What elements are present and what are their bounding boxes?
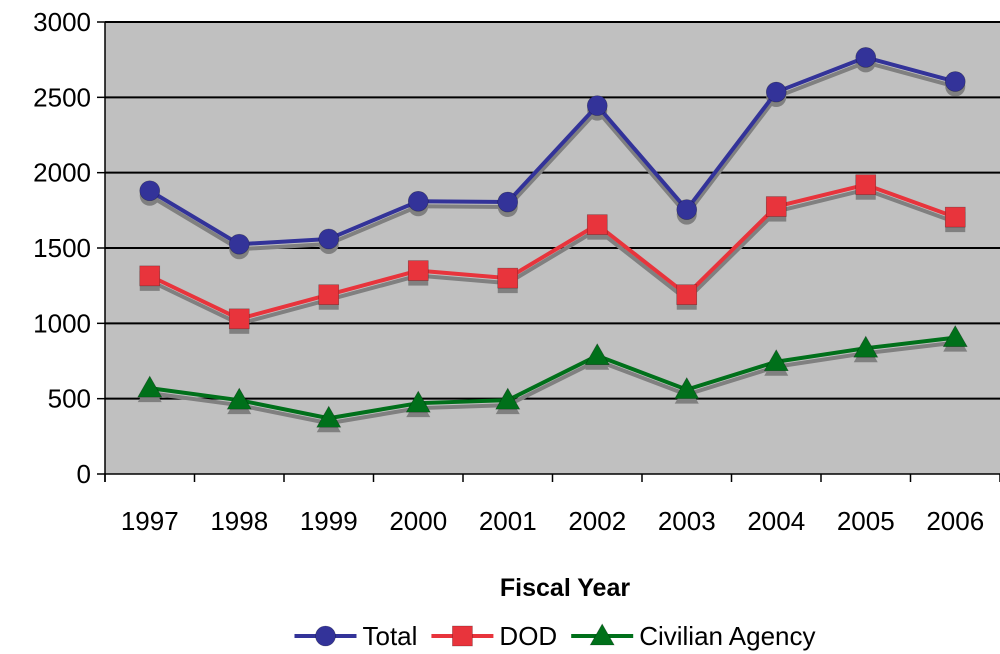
data-point bbox=[228, 308, 250, 330]
y-tick-label: 1000 bbox=[33, 308, 91, 338]
data-point bbox=[318, 284, 340, 306]
y-tick-label: 3000 bbox=[33, 7, 91, 37]
data-point bbox=[855, 174, 877, 196]
data-point bbox=[497, 191, 519, 213]
legend-marker bbox=[589, 623, 615, 646]
data-point bbox=[944, 206, 966, 228]
legend-marker bbox=[452, 625, 473, 647]
series-shadow bbox=[148, 187, 956, 326]
y-tick-label: 0 bbox=[77, 459, 91, 489]
legend: Total DOD Civilian Agency bbox=[294, 621, 816, 651]
data-point bbox=[137, 375, 163, 398]
data-point bbox=[674, 377, 700, 399]
x-tick-label: 2000 bbox=[389, 506, 447, 536]
data-point bbox=[942, 325, 968, 347]
series-line bbox=[148, 55, 956, 247]
x-axis: 1997 1998 1999 2000 2001 2002 2003 2004 2005 2006 bbox=[104, 473, 1000, 536]
y-tick-label: 1500 bbox=[33, 233, 91, 263]
data-point bbox=[763, 349, 789, 372]
x-tick-label: 2002 bbox=[568, 506, 626, 536]
y-tick-label: 2500 bbox=[33, 82, 91, 112]
series-line bbox=[148, 182, 956, 321]
data-point bbox=[318, 228, 340, 250]
data-point bbox=[139, 180, 161, 202]
series-total bbox=[139, 47, 966, 260]
data-point bbox=[676, 199, 698, 220]
data-point bbox=[228, 233, 250, 255]
data-point bbox=[405, 390, 431, 413]
data-point bbox=[676, 284, 698, 306]
legend-item-civilian-agency: Civilian Agency bbox=[571, 621, 816, 651]
series-civilian-agency bbox=[137, 325, 968, 433]
data-point bbox=[765, 81, 787, 103]
data-point bbox=[495, 387, 521, 410]
data-point bbox=[226, 387, 252, 410]
data-point bbox=[139, 265, 161, 287]
x-tick-label: 2006 bbox=[926, 506, 984, 536]
x-tick-label: 2003 bbox=[658, 506, 716, 536]
x-tick-label: 1997 bbox=[121, 506, 179, 536]
x-tick-label: 2001 bbox=[479, 506, 537, 536]
data-point bbox=[586, 95, 608, 116]
legend-marker bbox=[315, 625, 336, 647]
series-shadow bbox=[148, 60, 956, 252]
x-tick-label: 2005 bbox=[837, 506, 895, 536]
y-axis: 0 500 1000 1500 2000 2500 3000 bbox=[33, 7, 106, 489]
data-point bbox=[497, 267, 519, 289]
x-axis-title: Fiscal Year bbox=[500, 574, 630, 602]
data-point bbox=[407, 260, 429, 281]
y-tick-label: 500 bbox=[48, 384, 91, 414]
data-point bbox=[765, 196, 787, 217]
x-tick-label: 1998 bbox=[210, 506, 268, 536]
data-point bbox=[853, 335, 879, 358]
x-tick-label: 1999 bbox=[300, 506, 358, 536]
series-line bbox=[149, 335, 956, 421]
series-group bbox=[137, 47, 968, 433]
series-shadow bbox=[149, 340, 956, 426]
series-dod bbox=[139, 174, 966, 334]
legend-label: Civilian Agency bbox=[639, 621, 815, 651]
legend-item-total: Total bbox=[294, 621, 417, 651]
y-tick-label: 2000 bbox=[33, 158, 91, 188]
data-point bbox=[316, 405, 342, 428]
legend-item-dod: DOD bbox=[431, 621, 557, 651]
legend-label: Total bbox=[362, 621, 417, 651]
data-point bbox=[855, 47, 877, 68]
data-point bbox=[944, 71, 966, 92]
data-point bbox=[407, 190, 429, 212]
data-point bbox=[584, 343, 610, 366]
legend-label: DOD bbox=[499, 621, 557, 651]
data-point bbox=[586, 214, 608, 235]
x-tick-label: 2004 bbox=[747, 506, 805, 536]
